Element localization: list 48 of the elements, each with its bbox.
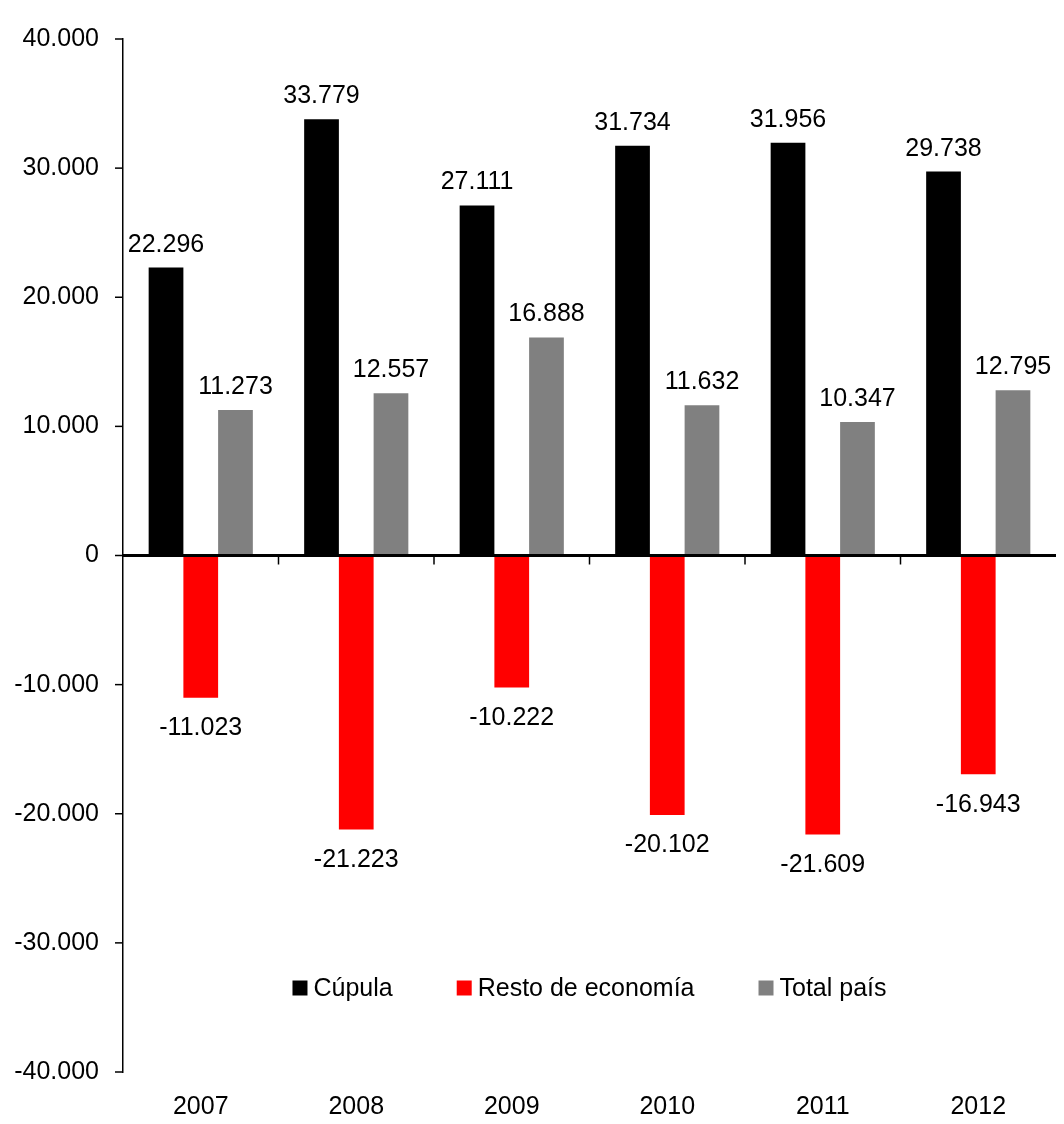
data-label: 31.734	[594, 106, 671, 135]
data-label: 22.296	[127, 228, 205, 257]
data-label: 11.632	[664, 366, 740, 395]
bar	[218, 409, 253, 556]
legend-label: Cúpula	[313, 972, 393, 1001]
x-tick-label: 2009	[483, 1090, 540, 1119]
y-tick-label: -30.000	[14, 926, 99, 955]
legend-label: Total país	[779, 972, 887, 1001]
x-tick-label: 2007	[172, 1090, 229, 1119]
data-label: 29.738	[905, 132, 982, 161]
bar	[373, 393, 409, 556]
bar	[338, 555, 374, 830]
data-label: -16.943	[935, 788, 1021, 817]
data-label: 31.956	[749, 103, 827, 132]
bar	[529, 337, 564, 556]
bar	[684, 405, 720, 556]
bar	[995, 390, 1031, 556]
data-label: -20.102	[624, 829, 710, 858]
bar	[960, 555, 996, 775]
y-tick-label: 0	[85, 539, 99, 568]
data-label: 27.111	[440, 166, 514, 195]
legend-label: Resto de economía	[477, 972, 695, 1001]
data-label: 16.888	[508, 298, 585, 327]
y-tick-label: 30.000	[22, 152, 99, 181]
data-label: 11.273	[198, 370, 273, 399]
data-label: -21.609	[780, 848, 866, 877]
bar	[494, 555, 530, 688]
bar	[183, 555, 219, 698]
x-tick-label: 2012	[950, 1090, 1007, 1119]
data-label: -11.023	[159, 712, 243, 741]
x-tick-label: 2008	[328, 1090, 385, 1119]
y-tick-label: 20.000	[22, 281, 99, 310]
bar	[805, 555, 841, 835]
y-tick-label: 40.000	[22, 22, 99, 51]
data-label: 12.557	[352, 354, 430, 383]
data-label: 10.347	[819, 382, 896, 411]
bar	[649, 555, 685, 816]
bar	[840, 421, 875, 556]
y-tick-label: -20.000	[14, 797, 99, 826]
data-label: -10.222	[469, 701, 555, 730]
y-tick-label: -10.000	[14, 668, 99, 697]
data-label: 33.779	[283, 80, 360, 109]
x-tick-label: 2011	[795, 1090, 850, 1119]
x-tick-label: 2010	[639, 1090, 696, 1119]
y-tick-label: -40.000	[14, 1055, 99, 1084]
data-label: 12.795	[974, 351, 1052, 380]
y-tick-label: 10.000	[22, 410, 99, 439]
data-label: -21.223	[313, 843, 399, 872]
